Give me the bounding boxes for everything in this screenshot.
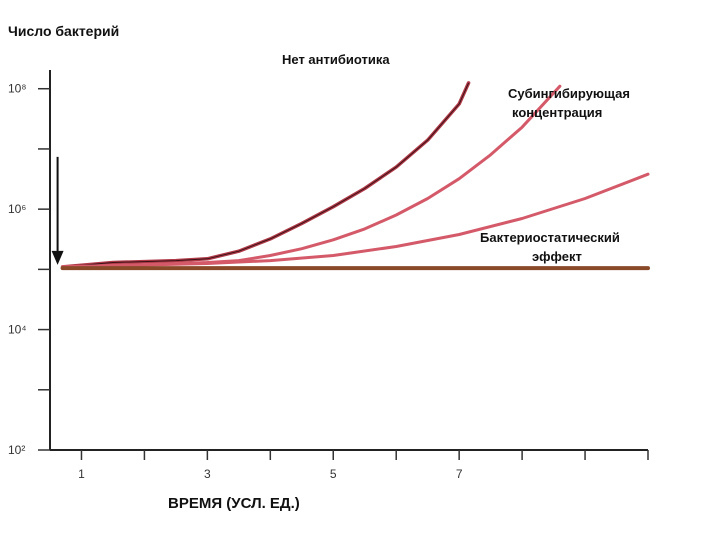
x-tick-label-2: 5 xyxy=(330,467,337,481)
annotation-subinhibitory-line2: концентрация xyxy=(512,105,602,120)
y-axis-label: Число бактерий xyxy=(8,23,119,39)
annotation-bacteriostatic-line1: Бактериостатический xyxy=(480,230,620,245)
x-axis-label: ВРЕМЯ (УСЛ. ЕД.) xyxy=(168,495,300,512)
y-ticks: 10² 10⁴ 10⁶ 10⁸ xyxy=(8,82,50,457)
annotation-subinhibitory-line1: Субингибирующая xyxy=(508,86,630,101)
antibiotic-arrow xyxy=(51,156,64,265)
series-line-0-outline xyxy=(62,82,470,268)
x-ticks: 1 3 5 7 xyxy=(78,450,649,481)
y-tick-label-0: 10² xyxy=(8,443,25,457)
axes xyxy=(49,70,648,451)
annotation-bacteriostatic-line2: эффект xyxy=(532,249,582,264)
series-line-0 xyxy=(60,81,471,269)
y-tick-label-6: 10⁸ xyxy=(8,82,26,96)
x-tick-label-3: 7 xyxy=(456,467,463,481)
x-tick-label-0: 1 xyxy=(78,467,85,481)
annotation-no-antibiotic: Нет антибиотика xyxy=(282,52,390,67)
y-tick-label-4: 10⁶ xyxy=(8,202,26,216)
y-tick-label-2: 10⁴ xyxy=(8,323,27,337)
arrow-head xyxy=(51,250,64,265)
series-lines xyxy=(60,81,650,271)
series-line-2 xyxy=(61,172,650,269)
x-tick-label-1: 3 xyxy=(204,467,211,481)
